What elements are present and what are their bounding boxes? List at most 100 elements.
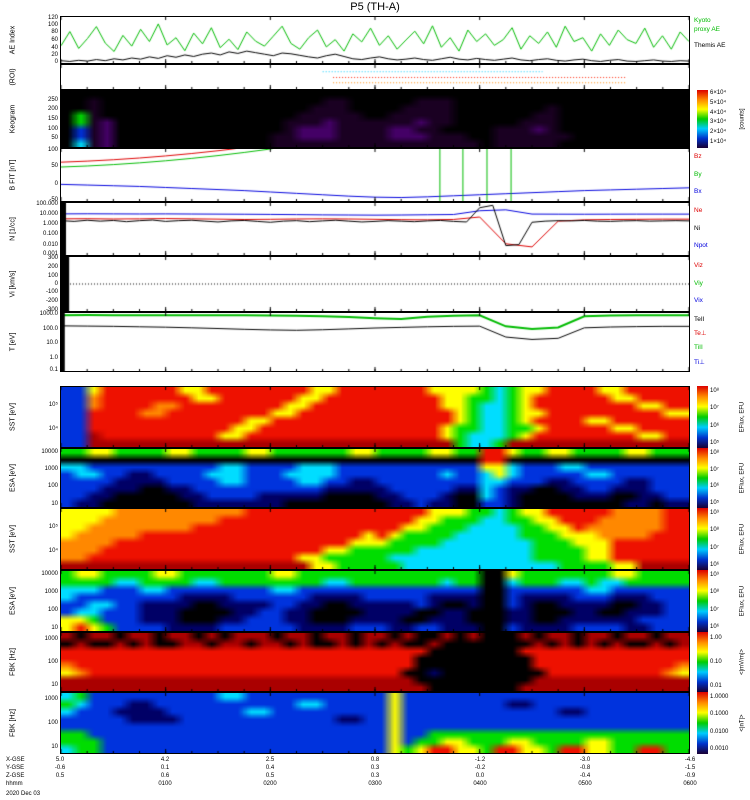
velocity-ytick: 0: [54, 281, 58, 287]
temperature-ytick: 1000.0: [39, 311, 58, 318]
axis-value: 0.6: [160, 773, 170, 779]
b-fit-panel: [60, 148, 690, 202]
roi-ylabel: (ROI): [9, 68, 17, 86]
temperature-series-label: TeII: [694, 315, 705, 323]
esa-ion-ytick: 10: [51, 500, 58, 507]
axis-value: -0.8: [579, 765, 591, 771]
keogram-cb-tick: 4×10⁴: [710, 109, 727, 116]
velocity-ytick: -300: [45, 307, 58, 314]
esa-elec-cb-unit: EFlux, EFU: [739, 585, 746, 617]
density-ytick: 0.100: [42, 231, 58, 238]
b-fit-ytick: -50: [49, 196, 58, 203]
velocity-ytick: 100: [47, 272, 58, 279]
fbk-b-panel: [60, 692, 690, 754]
esa-elec-ytick: 10000: [41, 570, 58, 577]
esa-ion-cb-tick: 10⁷: [710, 466, 719, 473]
velocity-panel: [60, 256, 690, 312]
esa-ion-ytick: 10000: [41, 448, 58, 455]
axis-value: 0.5: [265, 773, 275, 779]
density-series-label: Npot: [694, 241, 708, 249]
date-label: 2020 Dec 03: [6, 791, 41, 797]
esa-ion-canvas: [61, 449, 689, 507]
temperature-series-label: TiII: [694, 344, 703, 352]
keogram-ytick: 250: [47, 96, 58, 103]
b-fit-ylabel: B FIT [nT]: [9, 159, 17, 191]
keogram-cb-tick: 6×10⁴: [710, 89, 727, 96]
velocity-ylabel: Vi [km/s]: [9, 270, 17, 298]
velocity-ytick: 300: [47, 254, 58, 261]
density-ytick: 0.010: [42, 241, 58, 248]
ae-index-series-label: Themis AE: [694, 42, 726, 50]
esa-elec-cb-tick: 10⁸: [710, 589, 720, 596]
sst-ion-panel: [60, 386, 690, 448]
ae-index-ytick: 100: [47, 21, 58, 28]
axis-value: 0.3: [370, 765, 380, 771]
axis-value: 2.5: [265, 757, 275, 763]
esa-elec-ylabel: ESA [eV]: [9, 586, 17, 616]
density-canvas: [61, 203, 689, 255]
keogram-cb-tick: 2×10⁴: [710, 129, 727, 136]
fbk-e-ytick: 100: [47, 659, 58, 665]
keogram-cb-unit: [counts]: [739, 108, 746, 130]
axis-value: -0.2: [474, 765, 486, 771]
keogram-cb-tick: 5×10⁴: [710, 99, 727, 106]
density-panel: [60, 202, 690, 256]
esa-ion-ytick: 100: [47, 483, 58, 490]
esa-elec-cb-tick: 10⁷: [710, 606, 719, 613]
sst-ion-ytick: 10⁵: [48, 401, 58, 408]
b-fit-canvas: [61, 149, 689, 201]
density-series-label: Ni: [694, 224, 701, 232]
ae-index-ytick: 0: [54, 59, 58, 66]
temperature-ytick: 0.1: [49, 367, 58, 374]
esa-ion-colorbar: [697, 448, 708, 508]
axis-row-label: hhmm: [6, 781, 23, 787]
fbk-b-cb-unit: <|nT|>: [739, 714, 746, 732]
fbk-b-cb-tick: 0.1000: [710, 711, 729, 718]
ae-index-canvas: [61, 17, 689, 63]
roi-panel: [60, 64, 690, 90]
sst-ion-cb-tick: 10⁸: [710, 387, 720, 394]
esa-ion-cb-tick: 10⁶: [710, 483, 720, 490]
axis-value: -4.6: [684, 757, 696, 763]
fbk-e-cb-tick: 1.00: [710, 635, 722, 641]
axis-value: 5.0: [55, 757, 65, 763]
sst-elec-cb-unit: EFlux, EFU: [739, 523, 746, 555]
velocity-ytick: 200: [47, 263, 58, 270]
esa-elec-canvas: [61, 571, 689, 631]
keogram-ytick: 50: [51, 135, 58, 142]
velocity-ytick: -100: [45, 289, 58, 296]
fbk-b-ylabel: FBK [Hz]: [9, 708, 17, 738]
axis-value: 0500: [578, 781, 592, 787]
axis-value: 0.3: [370, 773, 380, 779]
b-fit-series-label: Bz: [694, 153, 702, 161]
esa-elec-cb-tick: 10⁶: [710, 624, 720, 631]
axis-value: -3.0: [579, 757, 591, 763]
fbk-b-ytick: 1000: [44, 696, 58, 703]
axis-value: 0400: [473, 781, 487, 787]
fbk-b-ytick: 100: [47, 720, 58, 726]
axis-row-label: Y-GSE: [6, 765, 25, 771]
sst-ion-canvas: [61, 387, 689, 447]
density-ytick: 0.001: [42, 251, 58, 258]
b-fit-series-label: By: [694, 170, 702, 178]
sst-elec-ylabel: SST [eV]: [9, 525, 17, 553]
esa-ion-ytick: 1000: [44, 466, 58, 472]
fbk-e-cb-tick: 0.10: [710, 659, 722, 665]
temperature-canvas: [61, 313, 689, 371]
temperature-ytick: 1.0: [49, 354, 58, 361]
roi-canvas: [61, 65, 689, 89]
fbk-b-canvas: [61, 693, 689, 753]
axis-value: 0200: [263, 781, 277, 787]
sst-elec-panel: [60, 508, 690, 570]
axis-value: -0.6: [54, 765, 66, 771]
keogram-cb-tick: 1×10⁴: [710, 139, 727, 146]
axis-row-label: Z-GSE: [6, 773, 25, 779]
sst-elec-cb-tick: 10⁶: [710, 562, 720, 569]
sst-elec-canvas: [61, 509, 689, 569]
density-ytick: 10.000: [39, 210, 58, 217]
esa-elec-cb-tick: 10⁹: [710, 571, 720, 578]
keogram-ytick: 150: [47, 116, 58, 122]
axis-value: 0.1: [160, 765, 170, 771]
axis-value: 0.8: [370, 757, 380, 763]
